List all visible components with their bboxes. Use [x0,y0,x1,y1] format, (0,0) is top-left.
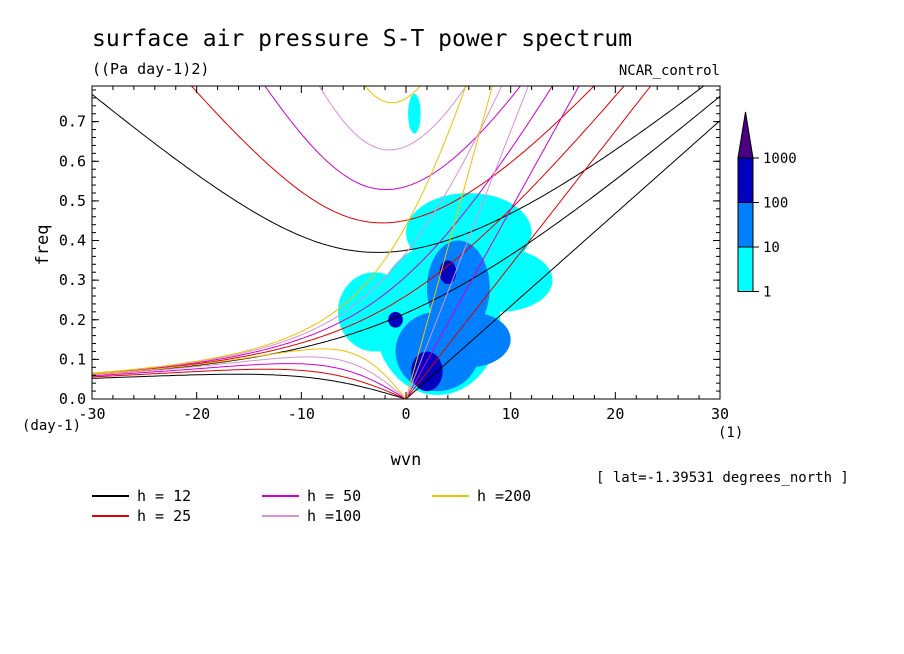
y-tick-label: 0.1 [59,350,86,368]
colorbar-segment-2 [737,157,754,203]
plot-area: -30 -20 -10 0 10 20 30 0.0 0.1 0.2 0.3 0.4 0.5 0.6 0.7 [59,85,729,423]
y-tick-label: 0.6 [59,152,86,170]
legend-label: h = 25 [137,507,191,525]
curve-h50-mrg [92,86,553,375]
y-tick-label: 0.7 [59,113,86,131]
colorbar-label: 1 [763,285,771,301]
contour-region-10 [439,260,457,285]
x-tick-label: 10 [502,405,520,423]
axis-ticks: -30 -20 -10 0 10 20 30 0.0 0.1 0.2 0.3 0.4 0.5 0.6 0.7 [59,86,729,423]
dataset-label: NCAR_control [619,63,720,79]
x-tick-label: 20 [606,405,624,423]
curve-h25-kelvin [405,86,652,399]
colorbar-segment-1 [737,202,754,248]
curve-h25-ig1 [190,86,595,224]
contour-region-7 [426,311,511,368]
y-tick-label: 0.2 [59,311,86,329]
legend-label: h =100 [307,507,361,525]
legend-label: h =200 [477,487,531,505]
curve-h50-kelvin [405,86,580,399]
curve-h200-rossby [92,348,407,399]
y-tick-label: 0.4 [59,232,86,250]
chart-title: surface air pressure S-T power spectrum [92,26,632,52]
curve-h50-ig1 [264,86,522,191]
spectrum-contours [337,93,553,396]
contour-region-9 [411,351,443,392]
y-tick-label: 0.0 [59,390,86,408]
curve-h100-ig1 [318,86,467,151]
curve-h200-ig1 [364,86,421,104]
x-tick-label: -20 [183,405,210,423]
dispersion-curves [92,86,720,399]
x-tick-label: -10 [288,405,315,423]
legend-label: h = 12 [137,487,191,505]
x-tick-label: 30 [711,405,729,423]
y-axis-label: freq [33,225,53,266]
legend: h = 12 h = 25 h = 50 h =100 h =200 [92,487,531,525]
y-tick-label: 0.5 [59,192,86,210]
colorbar-label: 100 [763,196,788,212]
latitude-note: [ lat=-1.39531 degrees_north ] [596,470,849,486]
colorbar-label: 10 [763,240,780,256]
curve-h12-kelvin [405,120,720,399]
curve-h100-rossby [92,356,407,399]
curve-h25-mrg [92,86,625,375]
legend-label: h = 50 [307,487,361,505]
x-unit-label: (1) [718,425,743,441]
x-tick-label: -30 [78,405,105,423]
curve-h25-rossby [92,368,407,399]
contour-region-4 [408,93,421,134]
x-tick-label: 0 [401,405,410,423]
curve-h100-kelvin [405,86,529,399]
y-tick-label: 0.3 [59,271,86,289]
curve-h200-mrg [92,86,467,374]
colorbar-top-arrow [737,111,754,159]
colorbar: 1 10 100 1000 [737,111,797,301]
colorbar-segment-0 [737,246,754,292]
y-unit-label: (day-1) [22,418,81,434]
curve-h12-mrg [92,95,720,376]
units-label: ((Pa day-1)2) [92,60,209,78]
colorbar-label: 1000 [763,151,797,167]
curve-h12-ig1 [92,86,705,253]
x-axis-label: wvn [391,450,422,470]
curve-h50-rossby [92,363,407,399]
curve-h200-kelvin [405,86,493,399]
curve-h12-rossby [92,373,407,399]
